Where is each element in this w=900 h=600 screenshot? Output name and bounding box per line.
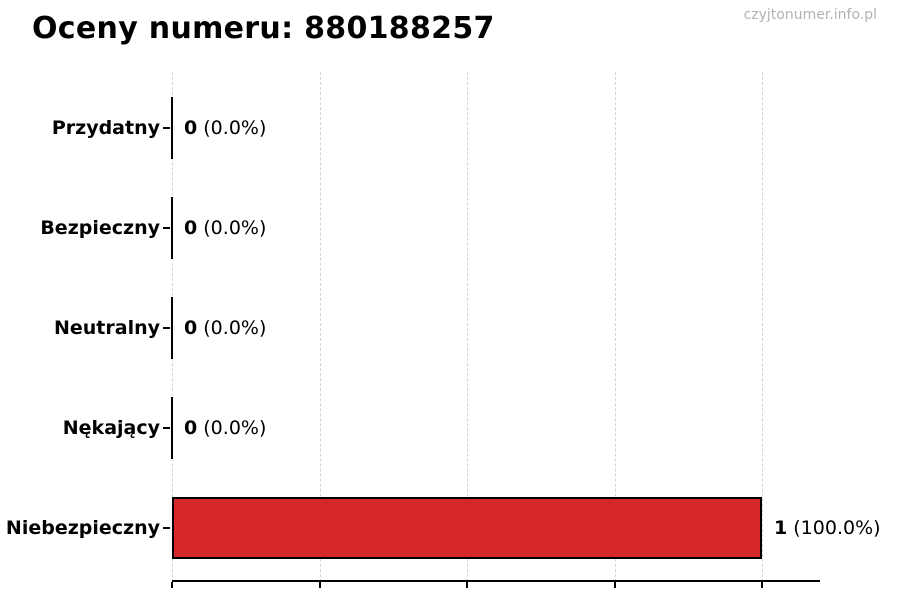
value-label-nekajacy: 0 (0.0%) (184, 415, 266, 441)
value-percent: (0.0%) (197, 317, 267, 339)
category-label-niebezpieczny: Niebezpieczny (5, 517, 160, 539)
x-axis-tick (761, 582, 763, 588)
y-axis-tick (163, 327, 170, 329)
value-label-neutralny: 0 (0.0%) (184, 315, 266, 341)
bar-nekajacy (171, 397, 173, 459)
x-axis-tick (466, 582, 468, 588)
value-percent: (0.0%) (197, 417, 267, 439)
value-count: 1 (774, 517, 788, 539)
value-percent: (0.0%) (197, 117, 267, 139)
gridline (614, 72, 616, 582)
gridline (319, 72, 321, 582)
category-label-przydatny: Przydatny (51, 117, 160, 139)
x-axis-tick (613, 582, 616, 588)
bar-niebezpieczny (172, 497, 762, 559)
x-axis-tick (171, 582, 173, 588)
category-label-neutralny: Neutralny (53, 317, 160, 339)
bar-bezpieczny (171, 197, 173, 259)
value-count: 0 (184, 317, 198, 339)
watermark: czyjtonumer.info.pl (743, 7, 877, 23)
y-axis-tick (163, 227, 170, 229)
category-label-nekajacy: Nękający (62, 417, 160, 439)
value-label-niebezpieczny: 1 (100.0%) (774, 515, 881, 541)
bar-neutralny (171, 297, 173, 359)
y-axis-tick (163, 427, 170, 429)
gridline (762, 72, 763, 582)
chart-title: Oceny numeru: 880188257 (32, 11, 495, 46)
category-label-bezpieczny: Bezpieczny (40, 217, 160, 239)
value-percent: (100.0%) (787, 517, 881, 539)
y-axis-tick (163, 527, 170, 529)
x-axis-tick (318, 582, 321, 588)
value-count: 0 (184, 217, 198, 239)
gridline (467, 72, 468, 582)
value-label-przydatny: 0 (0.0%) (184, 115, 266, 141)
bar-przydatny (171, 97, 173, 159)
value-label-bezpieczny: 0 (0.0%) (184, 215, 266, 241)
value-count: 0 (184, 417, 198, 439)
value-count: 0 (184, 117, 198, 139)
x-axis-line (172, 580, 820, 582)
y-axis-tick (163, 127, 170, 129)
plot-area: 0 (0.0%) 0 (0.0%) 0 (0.0%) 0 (0.0%) 1 (100.0… (163, 70, 881, 590)
value-percent: (0.0%) (197, 217, 267, 239)
